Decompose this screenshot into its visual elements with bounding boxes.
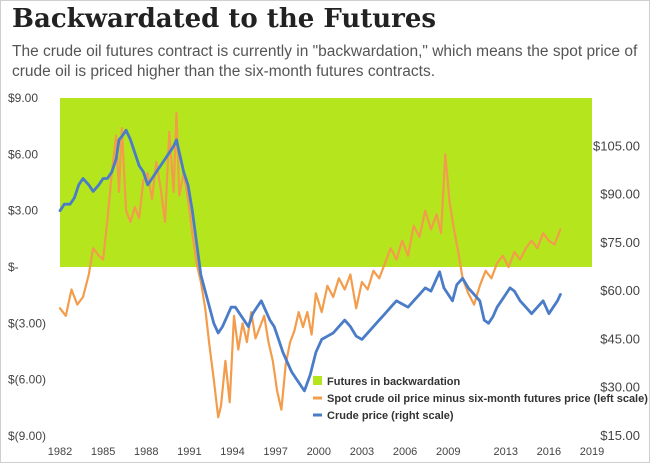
legend-swatch <box>313 413 322 417</box>
crude-price-series-line <box>58 128 562 393</box>
right-axis-tick-label: $60.00 <box>600 283 640 298</box>
right-axis-tick-label: $30.00 <box>600 380 640 395</box>
left-axis-tick-label: $6.00 <box>8 147 38 161</box>
legend-item-spread: Spot crude oil price minus six-month fut… <box>327 393 648 405</box>
chart-subtitle: The crude oil futures contract is curren… <box>12 43 638 80</box>
left-axis-tick-label: $(9.00) <box>8 429 46 443</box>
x-axis-tick-label: 2000 <box>307 446 331 458</box>
left-axis-tick-label: $9.00 <box>8 91 38 105</box>
spread-series-line <box>58 111 562 419</box>
left-axis-tick-label: $3.00 <box>8 204 38 218</box>
left-axis-tick-label: $- <box>8 260 19 274</box>
legend: Futures in backwardation Spot crude oil p… <box>313 376 648 422</box>
x-axis-tick-label: 1988 <box>134 446 158 458</box>
right-axis-tick-label: $45.00 <box>600 331 640 346</box>
x-axis-tick-label: 1982 <box>48 446 72 458</box>
x-axis-tick-label: 1985 <box>91 446 115 458</box>
legend-swatch <box>313 396 322 400</box>
x-axis-tick-label: 2003 <box>350 446 374 458</box>
x-axis-tick-label: 1991 <box>177 446 201 458</box>
x-axis-tick-label: 1997 <box>263 446 287 458</box>
legend-swatch <box>313 376 322 385</box>
legend-item-crude: Crude price (right scale) <box>327 410 454 422</box>
right-axis-tick-label: $105.00 <box>593 138 640 153</box>
left-axis-tick-label: $(3.00) <box>8 316 46 330</box>
legend-item-backwardation: Futures in backwardation <box>327 376 461 388</box>
axes: $9.00 $6.00 $3.00 $- $(3.00) $(6.00) $(9.00) $1… <box>8 91 640 458</box>
left-axis-tick-label: $(6.00) <box>8 373 46 387</box>
right-axis-tick-label: $75.00 <box>600 235 640 250</box>
series-group <box>58 111 562 419</box>
x-axis-tick-label: 2013 <box>493 446 517 458</box>
right-axis-tick-label: $90.00 <box>600 187 640 202</box>
plot-area <box>60 98 592 267</box>
chart-title: Backwardated to the Futures <box>12 4 437 34</box>
x-axis-tick-label: 2016 <box>537 446 561 458</box>
x-axis-tick-label: 2019 <box>580 446 604 458</box>
x-axis-tick-label: 1994 <box>220 446 244 458</box>
x-axis-tick-label: 2009 <box>436 446 460 458</box>
x-axis-tick-label: 2006 <box>393 446 417 458</box>
right-axis-tick-label: $15.00 <box>600 428 640 443</box>
backwardation-region <box>60 98 592 267</box>
